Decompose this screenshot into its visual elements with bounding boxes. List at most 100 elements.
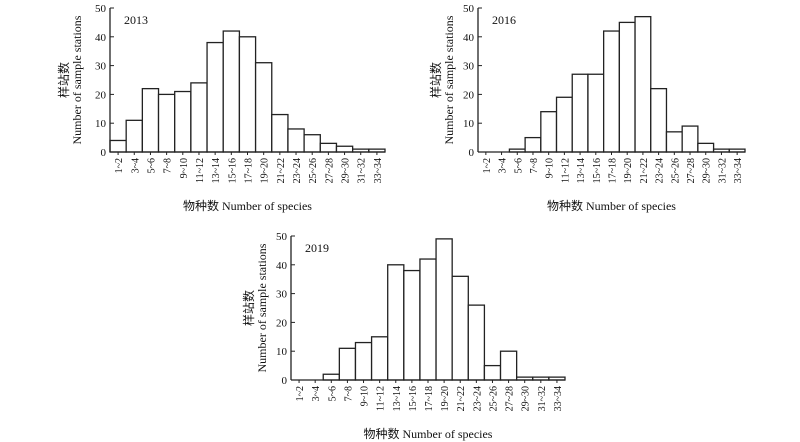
x-tick-label: 7~8: [163, 158, 174, 173]
bar: [322, 373, 341, 381]
x-tick-label: 13~14: [392, 386, 403, 411]
bar: [370, 336, 389, 381]
y-axis-label-cn: 样站数: [241, 290, 256, 326]
y-tick-label: 10: [95, 118, 107, 130]
bar: [419, 258, 437, 381]
y-axis-label-cn: 样站数: [56, 62, 71, 98]
y-tick-label: 50: [276, 231, 288, 243]
x-tick-label: 3~4: [130, 158, 141, 173]
bar: [681, 125, 699, 153]
x-tick-label: 23~24: [472, 386, 483, 411]
x-tick-label: 5~6: [513, 158, 524, 173]
x-axis-label: 物种数 Number of species: [183, 198, 312, 213]
y-tick-label: 40: [276, 260, 288, 272]
x-tick-label: 29~30: [521, 386, 532, 411]
x-tick-label: 31~32: [537, 386, 548, 411]
x-tick-label: 19~20: [260, 158, 271, 183]
bar: [571, 73, 589, 153]
x-tick-label: 15~16: [592, 158, 603, 183]
x-tick-label: 21~22: [639, 158, 650, 183]
x-tick-label: 15~16: [408, 386, 419, 411]
y-tick-label: 40: [95, 32, 107, 44]
bar: [587, 73, 605, 153]
x-tick-label: 31~32: [357, 158, 368, 183]
y-tick-label: 50: [463, 3, 475, 15]
y-axis-label: Number of sample stations: [442, 15, 456, 144]
bar: [618, 21, 636, 153]
x-tick-label: 21~22: [456, 386, 467, 411]
x-tick-label: 25~26: [488, 386, 499, 411]
x-tick-label: 1~2: [295, 386, 306, 401]
y-tick-label: 30: [95, 61, 107, 73]
x-tick-label: 11~12: [560, 158, 571, 183]
bar: [222, 30, 241, 153]
bar: [287, 128, 305, 153]
x-tick-label: 3~4: [498, 158, 509, 173]
y-tick-label: 30: [276, 289, 288, 301]
y-tick-label: 20: [463, 89, 475, 101]
x-axis-label: 物种数 Number of species: [547, 198, 676, 213]
bar: [190, 82, 208, 153]
y-axis-label-cn: 样站数: [428, 62, 443, 98]
bar: [387, 264, 405, 381]
x-tick-label: 13~14: [211, 158, 222, 183]
bar: [602, 30, 621, 153]
x-tick-label: 25~26: [670, 158, 681, 183]
x-tick-label: 27~28: [505, 386, 516, 411]
x-tick-label: 23~24: [655, 158, 666, 183]
y-tick-label: 20: [276, 317, 288, 329]
x-tick-label: 29~30: [341, 158, 352, 183]
panel-year-label: 2013: [124, 13, 148, 27]
chart-panel-2013: 0 10 20 30 40 50 1~2 3~4 5~6 7~8 9~10 11~12 13~14 15~…: [56, 3, 386, 213]
x-tick-label: 25~26: [308, 158, 319, 183]
x-tick-label: 21~22: [276, 158, 287, 183]
x-tick-label: 5~6: [146, 158, 157, 173]
bar: [271, 113, 289, 153]
chart-panel-2016: 0 10 20 30 40 50 1~2 3~4 5~6 7~8 9~10 11~12 13~14 15~…: [428, 3, 746, 213]
x-tick-label: 31~32: [717, 158, 728, 183]
y-tick-label: 50: [95, 3, 107, 15]
x-tick-label: 1~2: [482, 158, 493, 173]
x-tick-label: 13~14: [576, 158, 587, 183]
x-tick-label: 15~16: [227, 158, 238, 183]
bar: [238, 36, 257, 153]
x-axis-label: 物种数 Number of species: [364, 426, 493, 441]
y-axis-label: Number of sample stations: [255, 243, 269, 372]
bar: [157, 93, 176, 153]
bar: [665, 131, 683, 153]
bar: [403, 269, 421, 381]
bar: [467, 304, 486, 381]
bar: [483, 364, 502, 381]
x-tick-label: 19~20: [440, 386, 451, 411]
bar: [206, 41, 224, 153]
x-tick-label: 33~34: [553, 386, 564, 411]
x-tick-label: 27~28: [686, 158, 697, 183]
x-tick-label: 17~18: [424, 386, 435, 411]
x-tick-label: 23~24: [292, 158, 303, 183]
bar: [335, 145, 354, 153]
x-tick-label: 3~4: [311, 386, 322, 401]
bar: [141, 87, 160, 153]
x-tick-label: 9~10: [360, 386, 371, 406]
x-tick-label: 17~18: [608, 158, 619, 183]
bar: [354, 341, 373, 381]
x-tick-label: 17~18: [244, 158, 255, 183]
panel-year-label: 2016: [492, 13, 516, 27]
x-tick-label: 11~12: [376, 386, 387, 411]
x-tick-label: 9~10: [179, 158, 190, 178]
bar: [697, 142, 715, 153]
y-tick-label: 0: [101, 147, 107, 159]
x-tick-label: 9~10: [545, 158, 556, 178]
y-tick-label: 0: [282, 375, 288, 387]
bar: [303, 134, 321, 153]
y-tick-label: 10: [463, 118, 475, 130]
bar: [125, 119, 144, 153]
y-tick-label: 40: [463, 32, 475, 44]
y-axis-label: Number of sample stations: [70, 15, 84, 144]
bar: [174, 90, 192, 153]
x-tick-label: 27~28: [324, 158, 335, 183]
bar: [540, 111, 558, 153]
y-tick-label: 0: [469, 147, 475, 159]
